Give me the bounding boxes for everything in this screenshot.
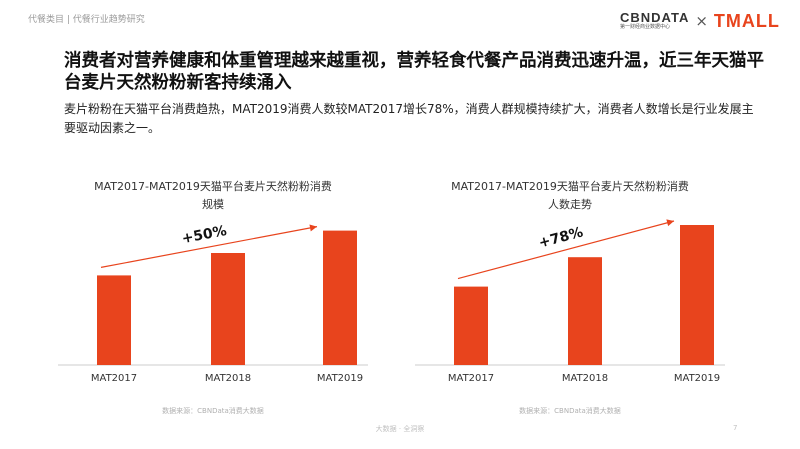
chart-title-line: 规模 <box>202 198 224 211</box>
growth-annotation: +78% <box>537 224 585 251</box>
x-tick-label: MAT2019 <box>674 373 720 384</box>
chart-consumer-count-trend: MAT2017-MAT2019天猫平台麦片天然粉粉消费 人数走势 MAT2017 M… <box>405 170 735 420</box>
cbndata-logo-text: CBNDATA <box>620 10 690 25</box>
x-tick-label: MAT2017 <box>91 373 137 384</box>
growth-arrow-head <box>666 219 674 227</box>
x-tick-label: MAT2018 <box>562 373 608 384</box>
bar-mat2018 <box>568 257 602 365</box>
cross-icon: × <box>695 11 708 30</box>
bar-mat2017 <box>97 275 131 365</box>
chart-title: MAT2017-MAT2019天猫平台麦片天然粉粉消费 人数走势 <box>405 178 735 214</box>
x-tick-label: MAT2017 <box>448 373 494 384</box>
page-number: 7 <box>733 424 738 432</box>
x-tick-label: MAT2018 <box>205 373 251 384</box>
bar-mat2018 <box>211 253 245 365</box>
chart-title-line: MAT2017-MAT2019天猫平台麦片天然粉粉消费 <box>451 180 689 193</box>
bar-mat2019 <box>323 230 357 365</box>
tmall-logo: TMALL <box>713 11 780 31</box>
x-tick-label: MAT2019 <box>317 373 363 384</box>
chart-title-line: MAT2017-MAT2019天猫平台麦片天然粉粉消费 <box>94 180 332 193</box>
bar-mat2017 <box>454 286 488 365</box>
growth-annotation: +50% <box>181 223 228 247</box>
page-subheadline: 麦片粉粉在天猫平台消费趋热，MAT2019消费人数较MAT2017增长78%，消… <box>64 102 754 135</box>
page-headline: 消费者对营养健康和体重管理越来越重视，营养轻食代餐产品消费迅速升温，近三年天猫平… <box>64 51 764 93</box>
chart-plot: MAT2017 MAT2018 MAT2019 +50% <box>58 223 368 384</box>
chart-consumption-scale: MAT2017-MAT2019天猫平台麦片天然粉粉消费 规模 MAT2017 MAT… <box>48 170 378 420</box>
growth-arrow-head <box>309 224 317 232</box>
chart-source: 数据来源：CBNData消费大数据 <box>519 407 621 415</box>
chart-title-line: 人数走势 <box>548 198 592 211</box>
chart-plot: MAT2017 MAT2018 MAT2019 +78% <box>415 219 725 384</box>
footer-slogan: 大数据 · 全洞察 <box>375 425 425 433</box>
cbndata-logo-subtext: 第一财经商业数据中心 <box>620 24 671 30</box>
cbndata-tmall-logo: CBNDATA 第一财经商业数据中心 × TMALL <box>620 10 780 32</box>
chart-title: MAT2017-MAT2019天猫平台麦片天然粉粉消费 规模 <box>48 178 378 214</box>
growth-arrow <box>457 220 675 280</box>
breadcrumb: 代餐类目 | 代餐行业趋势研究 <box>28 15 145 25</box>
bar-mat2019 <box>680 225 714 365</box>
chart-source: 数据来源：CBNData消费大数据 <box>162 407 264 415</box>
growth-arrow <box>100 226 318 268</box>
cbndata-logo: CBNDATA 第一财经商业数据中心 <box>620 11 689 31</box>
